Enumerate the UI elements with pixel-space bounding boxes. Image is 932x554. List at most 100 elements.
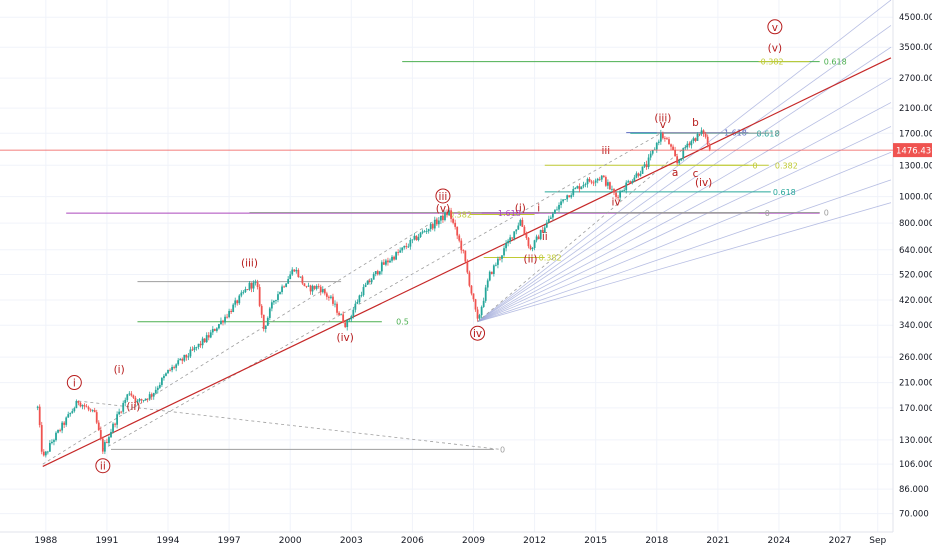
candle-body bbox=[55, 432, 57, 441]
current-price-tag bbox=[893, 143, 932, 158]
wave-label: (ii) bbox=[523, 254, 537, 266]
candle-body bbox=[525, 234, 528, 238]
candle-body bbox=[517, 225, 520, 230]
candle-body bbox=[374, 271, 377, 275]
candle-body bbox=[146, 398, 149, 400]
candle-body bbox=[639, 173, 642, 176]
candle-body bbox=[144, 398, 147, 401]
candle-body bbox=[560, 201, 562, 205]
candle-body bbox=[38, 406, 41, 426]
fib-level-label: 0.382 bbox=[775, 161, 798, 170]
candle-body bbox=[354, 303, 357, 310]
candle-body bbox=[116, 414, 118, 425]
candle-body bbox=[419, 232, 422, 238]
candle-body bbox=[224, 316, 226, 323]
candle-body bbox=[592, 182, 595, 184]
candle-body bbox=[651, 150, 654, 154]
wave-label: (iii) bbox=[654, 113, 671, 125]
candle-body bbox=[552, 213, 554, 218]
candle-body bbox=[700, 130, 703, 135]
candle-body bbox=[297, 269, 300, 277]
candle-body bbox=[694, 138, 697, 141]
candle-body bbox=[330, 296, 332, 298]
candle-body bbox=[73, 408, 76, 412]
y-tick-label: 4500.000 bbox=[899, 13, 932, 23]
candle-body bbox=[635, 173, 638, 178]
y-tick-label: 2100.000 bbox=[899, 104, 932, 114]
candle-body bbox=[682, 148, 685, 159]
candle-body bbox=[637, 173, 640, 176]
candle-body bbox=[106, 442, 108, 443]
candle-body bbox=[336, 303, 338, 313]
candle-body bbox=[273, 300, 275, 303]
candle-body bbox=[584, 184, 587, 185]
candle-body bbox=[641, 166, 644, 174]
candle-body bbox=[71, 411, 74, 413]
candle-body bbox=[454, 222, 457, 227]
candle-body bbox=[423, 231, 426, 233]
candle-body bbox=[285, 283, 288, 287]
candle-body bbox=[75, 400, 78, 409]
candle-body bbox=[179, 358, 182, 361]
candle-body bbox=[148, 394, 151, 400]
candle-body bbox=[366, 280, 369, 285]
dashed-guide-line bbox=[102, 132, 662, 450]
candle-body bbox=[655, 142, 658, 150]
candle-body bbox=[674, 150, 676, 157]
candle-body bbox=[488, 271, 491, 281]
fib-fan-line bbox=[477, 77, 892, 323]
wave-labels-layer: iii(i)(ii)(iii)(iv)iii(v)iv(i) iii(ii)iii… bbox=[66, 19, 783, 474]
candle-body bbox=[684, 147, 687, 149]
candle-body bbox=[456, 226, 459, 236]
candle-body bbox=[201, 338, 204, 346]
y-axis[interactable]: 4500.000 3500.000 2700.000 2100.000 1700.000… bbox=[899, 13, 932, 519]
wave-label: ii bbox=[100, 461, 106, 473]
candle-body bbox=[183, 354, 186, 361]
candle-body bbox=[531, 248, 534, 250]
fib-level-label: 0.382 bbox=[539, 253, 562, 262]
candle-body bbox=[676, 156, 679, 164]
candle-body bbox=[535, 236, 538, 241]
candle-body bbox=[558, 204, 560, 210]
candle-body bbox=[130, 393, 133, 396]
candle-body bbox=[582, 184, 585, 187]
candle-body bbox=[185, 354, 188, 358]
candle-body bbox=[594, 180, 597, 183]
candle-body bbox=[659, 133, 662, 142]
candle-body bbox=[442, 215, 444, 221]
candle-body bbox=[283, 286, 285, 288]
y-tick-label: 170.000 bbox=[899, 404, 932, 414]
candle-body bbox=[521, 220, 524, 227]
y-tick-label: 1000.000 bbox=[899, 193, 932, 203]
candle-body bbox=[334, 303, 336, 305]
candle-body bbox=[254, 282, 257, 283]
fib-levels-layer: 000.500.3821.61800.3820.61800.3821.6180.… bbox=[66, 58, 847, 454]
candle-body bbox=[547, 218, 550, 223]
fib-level-label: 0 bbox=[824, 208, 829, 217]
candle-body bbox=[484, 287, 487, 301]
wave-label: (iii) bbox=[241, 258, 258, 270]
candle-body bbox=[576, 186, 579, 188]
candle-body bbox=[277, 294, 279, 300]
candle-body bbox=[258, 287, 261, 306]
x-tick-label: 1988 bbox=[34, 536, 57, 546]
candle-body bbox=[150, 394, 153, 397]
candle-body bbox=[57, 429, 59, 433]
candle-body bbox=[275, 299, 277, 301]
candle-body bbox=[515, 229, 518, 232]
x-axis[interactable]: 1988 1991 1994 1997 2000 2003 2006 2009 2012 2015… bbox=[34, 536, 886, 546]
candle-body bbox=[643, 164, 646, 167]
candle-body bbox=[472, 293, 475, 300]
x-tick-label: 2000 bbox=[279, 536, 302, 546]
candle-body bbox=[617, 196, 619, 198]
candle-body bbox=[252, 282, 255, 289]
candle-body bbox=[554, 209, 556, 214]
candle-body bbox=[136, 400, 139, 403]
wave-label: i bbox=[537, 202, 540, 214]
candle-body bbox=[698, 133, 701, 135]
candle-body bbox=[327, 296, 330, 298]
candle-body bbox=[393, 256, 395, 260]
wave-label: i bbox=[73, 378, 76, 390]
wave-label-circle bbox=[470, 325, 486, 341]
